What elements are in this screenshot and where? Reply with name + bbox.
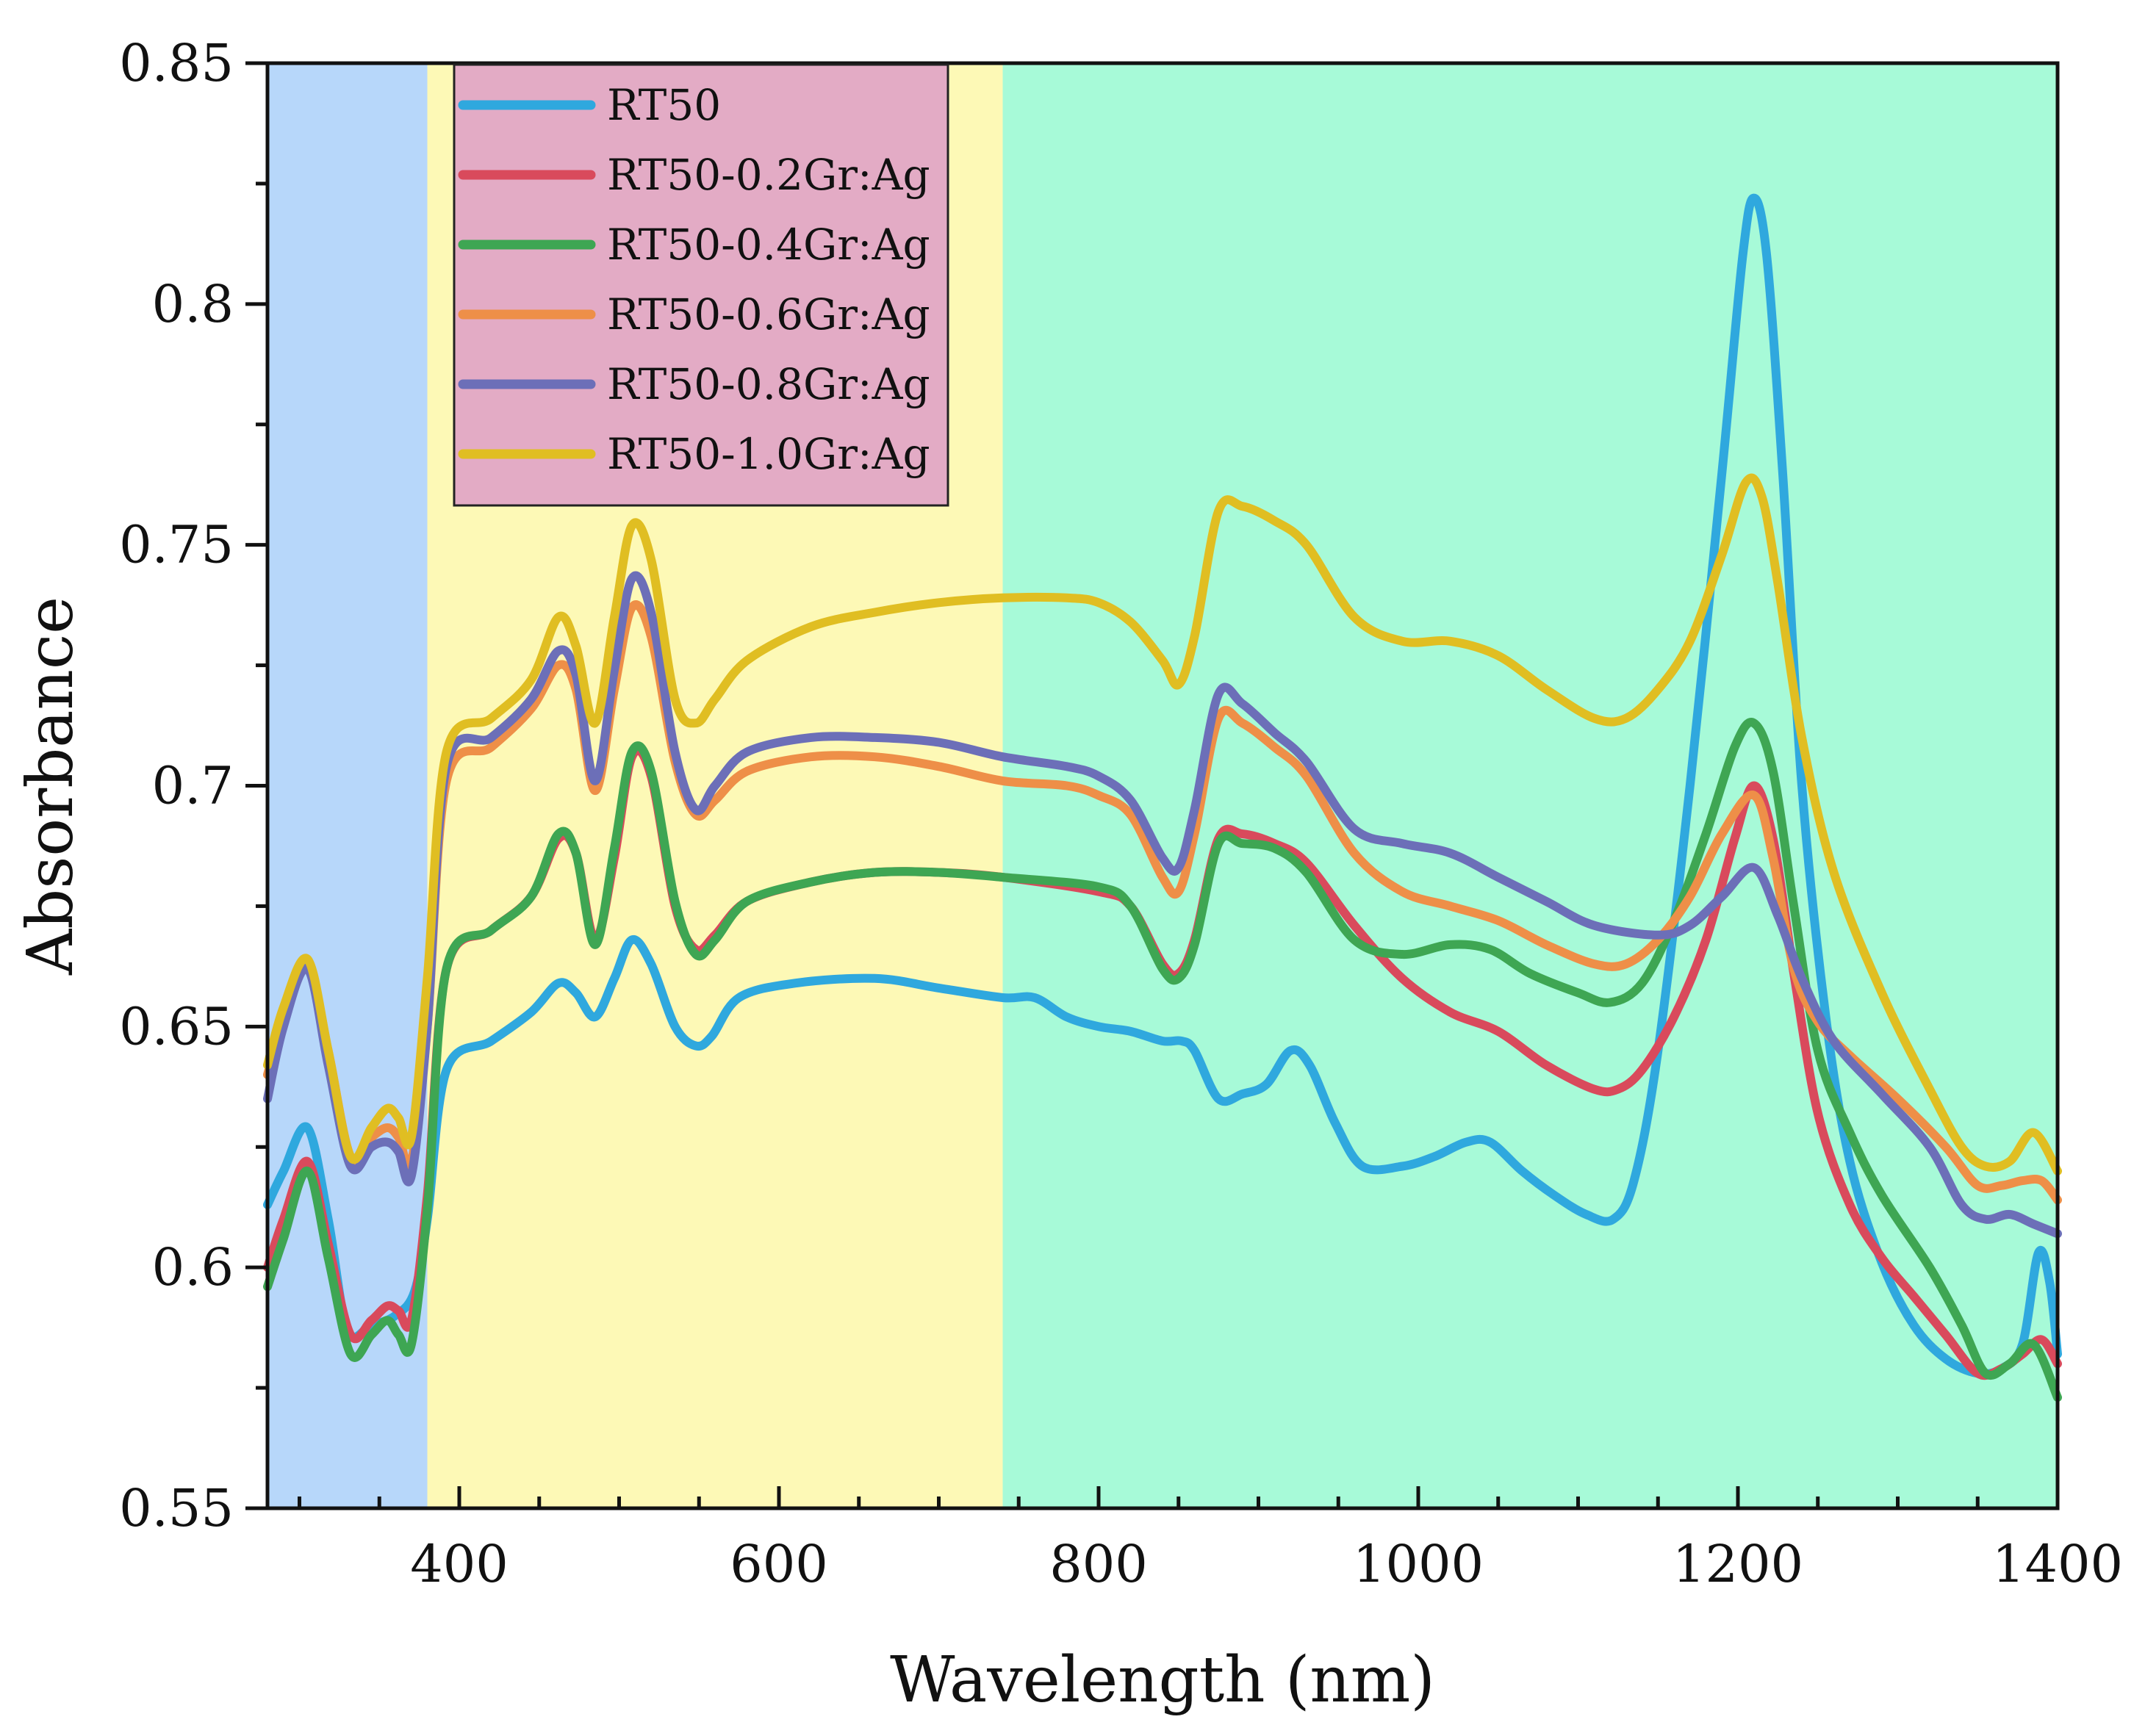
legend-label-5: RT50-1.0Gr:Ag (607, 429, 930, 479)
y-tick-label: 0.8 (152, 274, 234, 334)
background-band-0 (267, 63, 428, 1508)
y-tick-label: 0.7 (152, 756, 234, 816)
y-tick-label: 0.75 (119, 515, 234, 575)
y-axis-title: Absorbance (14, 597, 87, 976)
x-tick-label: 600 (730, 1534, 828, 1594)
legend-label-1: RT50-0.2Gr:Ag (607, 150, 930, 200)
y-tick-label: 0.65 (119, 996, 234, 1056)
legend-label-3: RT50-0.6Gr:Ag (607, 289, 930, 339)
series-line-5 (263, 473, 2062, 1175)
x-axis: 400 600 800 1000 1200 1400 (298, 1486, 2123, 1594)
series-line-0 (263, 193, 2062, 1379)
y-axis: 0.55 0.6 0.65 0.7 0.75 0.8 0.85 (119, 33, 267, 1538)
x-tick-label: 1400 (1992, 1534, 2123, 1594)
x-axis-title: Wavelength (nm) (890, 1643, 1435, 1717)
y-tick-label: 0.55 (119, 1478, 234, 1538)
legend-label-2: RT50-0.4Gr:Ag (607, 220, 930, 270)
x-tick-label: 1200 (1673, 1534, 1803, 1594)
x-tick-label: 800 (1049, 1534, 1148, 1594)
series-line-2 (263, 718, 2062, 1402)
legend-label-4: RT50-0.8Gr:Ag (607, 359, 930, 409)
series-lines (263, 193, 2062, 1402)
legend-label-0: RT50 (607, 80, 721, 130)
legend-box (453, 63, 949, 507)
x-tick-label: 400 (410, 1534, 509, 1594)
x-tick-label: 1000 (1353, 1534, 1484, 1594)
legend: RT50 RT50-0.2Gr:Ag RT50-0.4Gr:Ag RT50-0.6Gr… (453, 63, 949, 507)
y-tick-label: 0.85 (119, 33, 234, 93)
y-tick-label: 0.6 (152, 1237, 234, 1297)
